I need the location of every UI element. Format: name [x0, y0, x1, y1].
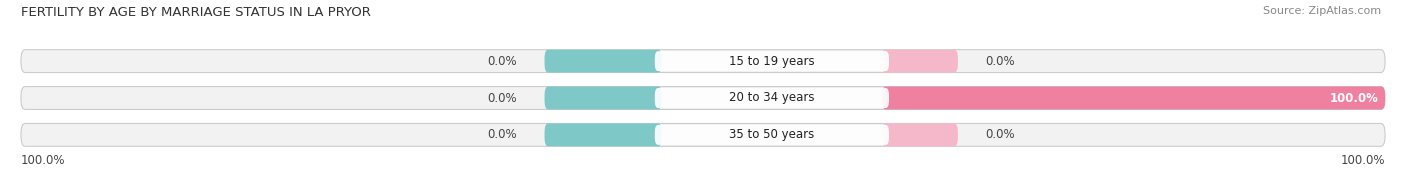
- FancyBboxPatch shape: [21, 123, 1385, 146]
- Text: 100.0%: 100.0%: [1329, 92, 1378, 104]
- Text: 100.0%: 100.0%: [21, 154, 66, 167]
- Text: FERTILITY BY AGE BY MARRIAGE STATUS IN LA PRYOR: FERTILITY BY AGE BY MARRIAGE STATUS IN L…: [21, 6, 371, 19]
- FancyBboxPatch shape: [544, 50, 662, 73]
- Text: 0.0%: 0.0%: [488, 55, 517, 68]
- FancyBboxPatch shape: [882, 50, 957, 73]
- FancyBboxPatch shape: [882, 123, 957, 146]
- FancyBboxPatch shape: [655, 88, 889, 108]
- Text: 15 to 19 years: 15 to 19 years: [730, 55, 814, 68]
- Text: 35 to 50 years: 35 to 50 years: [730, 128, 814, 141]
- Text: 0.0%: 0.0%: [488, 128, 517, 141]
- Text: 0.0%: 0.0%: [986, 55, 1015, 68]
- FancyBboxPatch shape: [544, 123, 662, 146]
- FancyBboxPatch shape: [544, 87, 662, 109]
- Text: Source: ZipAtlas.com: Source: ZipAtlas.com: [1263, 6, 1381, 16]
- FancyBboxPatch shape: [655, 51, 889, 71]
- FancyBboxPatch shape: [21, 50, 1385, 73]
- Text: 100.0%: 100.0%: [1340, 154, 1385, 167]
- Text: 0.0%: 0.0%: [986, 128, 1015, 141]
- FancyBboxPatch shape: [882, 87, 1385, 109]
- Text: 20 to 34 years: 20 to 34 years: [730, 92, 814, 104]
- FancyBboxPatch shape: [655, 125, 889, 145]
- FancyBboxPatch shape: [21, 87, 1385, 109]
- Text: 0.0%: 0.0%: [488, 92, 517, 104]
